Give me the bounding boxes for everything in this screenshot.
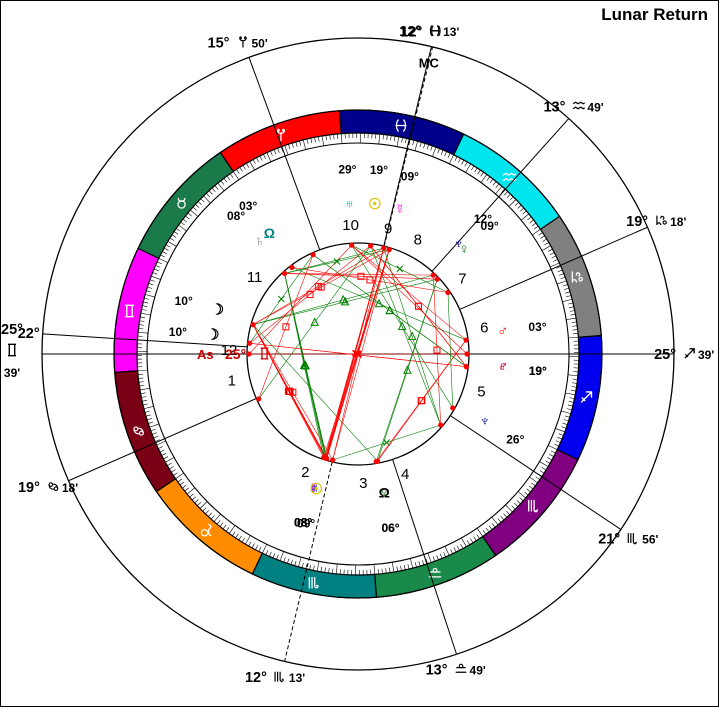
svg-text:03°: 03° — [528, 320, 546, 334]
svg-text:♆: ♆ — [479, 413, 490, 430]
svg-text:♄: ♄ — [254, 233, 265, 250]
svg-text:13': 13' — [443, 25, 459, 39]
svg-text:25°: 25° — [225, 346, 246, 362]
svg-text:10°: 10° — [175, 294, 193, 308]
svg-text:Ω: Ω — [379, 485, 390, 501]
svg-text:13°: 13° — [543, 100, 565, 116]
svg-text:5: 5 — [477, 383, 485, 400]
svg-text:49': 49' — [470, 663, 486, 677]
svg-text:25°: 25° — [654, 347, 676, 363]
svg-text:2: 2 — [301, 464, 309, 481]
svg-text:☿: ☿ — [394, 201, 405, 218]
svg-text:13': 13' — [289, 671, 305, 685]
svg-text:08°: 08° — [227, 209, 245, 223]
svg-text:10°: 10° — [169, 325, 187, 339]
svg-text:12°: 12° — [245, 670, 267, 686]
svg-text:19°: 19° — [626, 214, 648, 230]
svg-text:19°: 19° — [370, 163, 388, 177]
svg-text:☽: ☽ — [206, 327, 219, 344]
svg-text:13°: 13° — [426, 662, 448, 678]
svg-text:09°: 09° — [481, 219, 499, 233]
svg-text:22°: 22° — [18, 326, 40, 342]
svg-text:19°: 19° — [18, 480, 40, 496]
svg-text:29°: 29° — [338, 162, 356, 176]
svg-text:56': 56' — [642, 532, 658, 546]
svg-text:4: 4 — [401, 466, 409, 483]
svg-text:15°: 15° — [208, 35, 230, 51]
svg-text:Ω: Ω — [264, 225, 275, 241]
svg-text:☉: ☉ — [309, 481, 322, 498]
svg-text:6: 6 — [480, 320, 488, 337]
svg-text:☽: ☽ — [211, 302, 224, 319]
svg-text:7: 7 — [458, 270, 466, 287]
svg-text:12°: 12° — [400, 24, 422, 40]
svg-text:As: As — [197, 347, 214, 362]
svg-text:☉: ☉ — [368, 196, 381, 213]
svg-text:10: 10 — [342, 217, 359, 234]
svg-text:♂: ♂ — [497, 322, 508, 339]
svg-text:8: 8 — [414, 232, 422, 249]
svg-text:39': 39' — [698, 348, 714, 362]
svg-text:09°: 09° — [297, 516, 315, 530]
svg-text:39': 39' — [4, 366, 20, 380]
svg-text:49': 49' — [587, 101, 603, 115]
svg-text:3: 3 — [359, 475, 367, 492]
svg-text:50': 50' — [251, 36, 267, 50]
svg-text:11: 11 — [247, 269, 263, 286]
svg-text:06°: 06° — [381, 521, 399, 535]
svg-text:♇: ♇ — [497, 358, 508, 375]
svg-text:9: 9 — [384, 221, 392, 238]
svg-text:♀: ♀ — [459, 241, 470, 258]
svg-text:09°: 09° — [401, 170, 419, 184]
svg-text:♅: ♅ — [344, 195, 355, 212]
svg-text:26°: 26° — [506, 433, 524, 447]
svg-text:18': 18' — [62, 481, 78, 495]
svg-text:21°: 21° — [598, 531, 620, 547]
svg-text:18': 18' — [670, 215, 686, 229]
svg-text:MC: MC — [419, 55, 440, 70]
svg-text:1: 1 — [228, 372, 236, 389]
svg-text:19°: 19° — [529, 364, 547, 378]
